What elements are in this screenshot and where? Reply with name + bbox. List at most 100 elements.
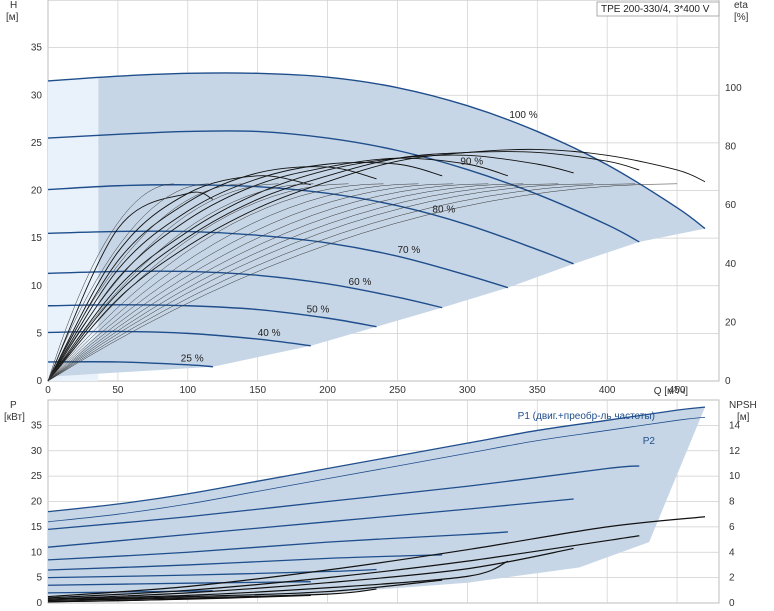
top-y-left-tick: 20 <box>31 186 43 197</box>
top-y-right-tick: 40 <box>725 259 737 270</box>
top-x-tick: 250 <box>389 385 406 396</box>
top-x-tick: 450 <box>669 385 686 396</box>
npsh-curve <box>47 597 213 603</box>
bottom-y-left-tick: 5 <box>36 573 42 584</box>
power-p2-curve <box>47 416 706 523</box>
iso-efficiency-line <box>47 183 489 382</box>
head-curve-label: 50 % <box>307 305 330 316</box>
bottom-y-left-tick: 35 <box>31 420 43 431</box>
power-p1-curve <box>47 531 508 561</box>
top-y-left-tick: 10 <box>31 281 43 292</box>
head-curve <box>47 230 509 289</box>
bottom-y-left-tick: 25 <box>31 471 43 482</box>
iso-efficiency-line <box>47 183 244 382</box>
iso-efficiency-line <box>47 183 349 382</box>
npsh-curve <box>47 588 377 602</box>
top-x-label: Q [м³/ч] <box>654 386 689 397</box>
chart-title-box <box>596 1 720 17</box>
power-p1-curve <box>47 590 213 594</box>
top-y-right-tick: 60 <box>725 200 737 211</box>
head-curve-label: 80 % <box>432 204 455 215</box>
top-ticks: 0 50 100 150 200 250 300 350 400 4500510152025303… <box>31 43 742 396</box>
top-y-right-tick: 100 <box>725 83 742 94</box>
bottom-y-right-tick: 6 <box>729 522 735 533</box>
top-y-right-tick: 80 <box>725 142 737 153</box>
top-x-tick: 200 <box>319 385 336 396</box>
bottom-curves <box>47 406 706 603</box>
series-p2-label: P2 <box>643 436 656 447</box>
top-y-left-name: H <box>10 0 17 11</box>
npsh-curve <box>47 535 640 599</box>
bottom-y-right-tick: 2 <box>729 573 735 584</box>
top-x-tick: 150 <box>249 385 266 396</box>
power-p1-curve <box>47 568 377 579</box>
efficiency-curve <box>47 162 443 382</box>
bottom-y-right-tick: 14 <box>729 420 741 431</box>
efficiency-curve <box>47 191 214 382</box>
iso-efficiency-line <box>47 183 174 382</box>
top-y-left-unit: [м] <box>6 12 19 23</box>
top-y-left-tick: 25 <box>31 138 43 149</box>
iso-efficiency-line <box>47 183 209 382</box>
efficiency-curve <box>47 157 509 382</box>
top-y-right-tick: 20 <box>725 317 737 328</box>
bottom-y-left-tick: 30 <box>31 446 43 457</box>
bottom-y-left-tick: 20 <box>31 497 43 508</box>
npsh-curve <box>47 516 706 598</box>
iso-efficiency-line <box>47 183 524 382</box>
head-curve <box>47 270 443 309</box>
head-curve <box>47 304 377 328</box>
power-p1-curve <box>47 406 706 513</box>
efficiency-curve <box>47 148 706 382</box>
bottom-y-left-name: P <box>10 400 17 411</box>
top-y-right-tick: 0 <box>725 376 731 387</box>
top-x-tick: 50 <box>112 385 124 396</box>
top-x-tick: 0 <box>45 385 51 396</box>
iso-efficiency-line <box>47 183 419 382</box>
iso-efficiency-line <box>47 183 279 382</box>
bottom-y-right-tick: 4 <box>729 547 735 558</box>
top-x-tick: 350 <box>529 385 546 396</box>
bottom-y-right-tick: 8 <box>729 497 735 508</box>
bottom-y-right-tick: 12 <box>729 446 741 457</box>
top-operating-region-fill <box>56 73 706 377</box>
top-x-tick: 100 <box>179 385 196 396</box>
head-curve <box>47 184 574 265</box>
iso-efficiency-line <box>47 183 636 382</box>
top-y-left-tick: 15 <box>31 233 43 244</box>
iso-efficiency-line <box>47 183 678 382</box>
bottom-y-left-unit: [кВт] <box>4 412 25 423</box>
top-y-left-tick: 0 <box>36 376 42 387</box>
head-curve-label: 70 % <box>397 245 420 256</box>
bottom-y-right-tick: 0 <box>729 598 735 609</box>
head-curve-label: 90 % <box>460 157 483 168</box>
bottom-y-left-tick: 10 <box>31 547 43 558</box>
iso-efficiency-line <box>47 183 594 382</box>
npsh-curve <box>47 560 509 600</box>
efficiency-curve <box>47 175 311 382</box>
top-y-left-tick: 35 <box>31 43 43 54</box>
head-curve-label: 60 % <box>349 277 372 288</box>
bottom-y-right-name: NPSH <box>729 400 757 411</box>
head-curve-label: 25 % <box>181 354 204 365</box>
top-y-left-tick: 30 <box>31 90 43 101</box>
top-y-right-name: eta <box>734 0 748 11</box>
bottom-y-left-tick: 0 <box>36 598 42 609</box>
series-p1-label: P1 (двиг.+преобр-ль частоты) <box>518 410 655 422</box>
head-curve <box>47 72 706 230</box>
power-p1-curve <box>47 554 443 571</box>
head-curve-label: 100 % <box>509 110 537 121</box>
npsh-curve <box>47 547 574 600</box>
efficiency-curve <box>47 154 574 382</box>
iso-efficiency-line <box>47 183 559 382</box>
top-x-tick: 300 <box>459 385 476 396</box>
iso-efficiency-line <box>47 183 384 382</box>
power-p1-curve <box>47 498 574 548</box>
bottom-y-right-unit: [м] <box>737 412 750 423</box>
iso-efficiency-line <box>47 183 314 382</box>
bottom-y-left-tick: 15 <box>31 522 43 533</box>
top-y-right-unit: [%] <box>734 12 749 23</box>
top-y-left-tick: 5 <box>36 328 42 339</box>
bottom-ticks: 0 5 10 15 20 25 30 35 0 2 4 6 8 10 12 14 <box>31 420 741 609</box>
